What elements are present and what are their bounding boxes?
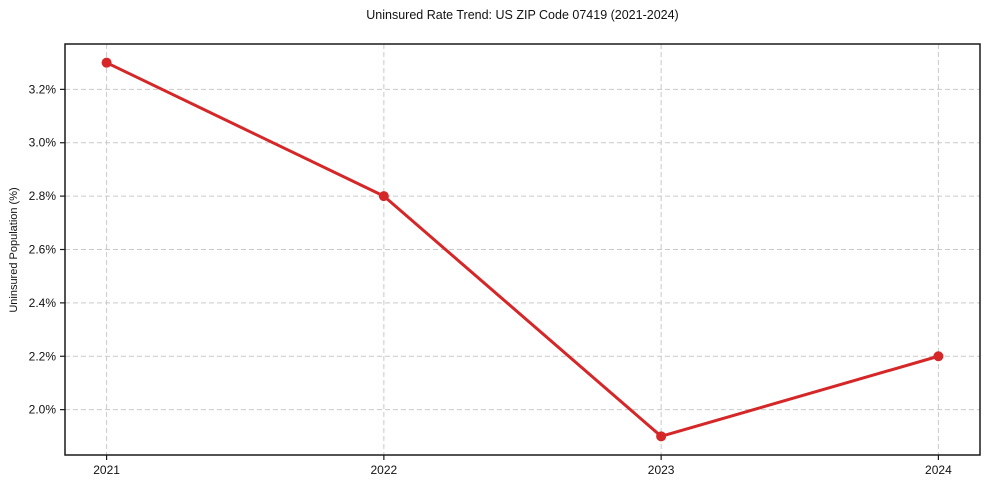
data-point — [101, 57, 112, 68]
y-tick-label: 3.0% — [29, 136, 57, 150]
y-tick-label: 2.4% — [29, 296, 57, 310]
y-tick-label: 2.2% — [29, 349, 57, 363]
y-tick-label: 2.0% — [29, 403, 57, 417]
x-tick-label: 2024 — [925, 463, 952, 477]
chart-title: Uninsured Rate Trend: US ZIP Code 07419 … — [366, 8, 679, 22]
x-tick-label: 2023 — [648, 463, 675, 477]
y-tick-label: 3.2% — [29, 82, 57, 96]
data-point — [656, 431, 667, 442]
data-point — [933, 351, 944, 362]
trend-line — [105, 61, 940, 438]
y-tick-label: 2.6% — [29, 243, 57, 257]
data-point — [378, 191, 389, 202]
x-tick-label: 2021 — [93, 463, 120, 477]
x-tick-label: 2022 — [371, 463, 398, 477]
y-tick-label: 2.8% — [29, 189, 57, 203]
